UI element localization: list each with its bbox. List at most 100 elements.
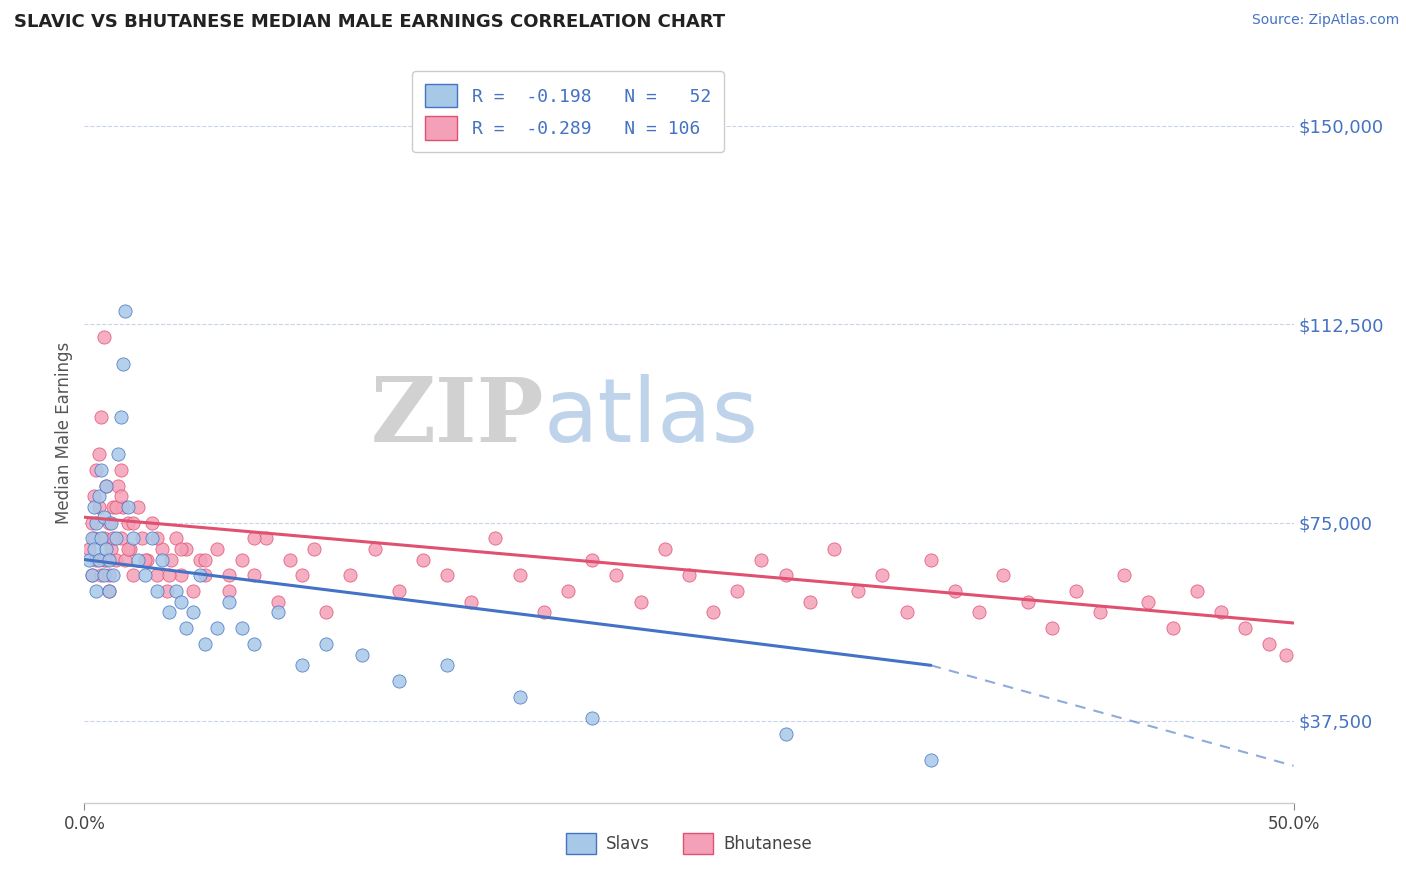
Point: [90, 532, 112, 546]
Point: [165, 584, 187, 599]
Point: [104, 500, 127, 514]
Point: [157, 606, 180, 620]
Point: [87, 500, 110, 514]
Point: [920, 754, 942, 768]
Point: [302, 541, 325, 556]
Point: [146, 532, 169, 546]
Point: [242, 568, 264, 582]
Point: [80, 516, 103, 530]
Text: ZIP: ZIP: [370, 375, 544, 461]
Point: [93, 330, 115, 344]
Point: [86, 584, 108, 599]
Point: [107, 478, 129, 492]
Point: [127, 500, 149, 514]
Point: [80, 532, 103, 546]
Point: [86, 462, 108, 476]
Point: [90, 462, 112, 476]
Point: [194, 637, 217, 651]
Point: [134, 552, 156, 566]
Legend: Slavs, Bhutanese: Slavs, Bhutanese: [560, 826, 818, 861]
Point: [134, 568, 156, 582]
Point: [291, 568, 314, 582]
Point: [181, 606, 204, 620]
Point: [93, 532, 115, 546]
Point: [100, 516, 122, 530]
Point: [1064, 584, 1087, 599]
Point: [87, 447, 110, 461]
Point: [160, 552, 183, 566]
Point: [993, 568, 1015, 582]
Point: [117, 500, 139, 514]
Point: [114, 304, 136, 318]
Point: [90, 409, 112, 424]
Point: [1234, 621, 1257, 635]
Point: [291, 658, 314, 673]
Point: [352, 648, 374, 662]
Point: [267, 606, 290, 620]
Point: [94, 552, 117, 566]
Point: [93, 552, 115, 566]
Text: atlas: atlas: [544, 375, 759, 461]
Y-axis label: Median Male Earnings: Median Male Earnings: [55, 342, 73, 524]
Point: [509, 568, 531, 582]
Point: [509, 690, 531, 704]
Point: [170, 595, 193, 609]
Point: [920, 552, 942, 566]
Point: [436, 568, 458, 582]
Text: Source: ZipAtlas.com: Source: ZipAtlas.com: [1251, 13, 1399, 28]
Point: [100, 541, 122, 556]
Point: [121, 516, 143, 530]
Point: [557, 584, 579, 599]
Point: [83, 532, 105, 546]
Point: [702, 606, 724, 620]
Point: [80, 568, 103, 582]
Point: [1275, 648, 1298, 662]
Point: [231, 621, 253, 635]
Point: [146, 568, 169, 582]
Point: [218, 595, 240, 609]
Point: [77, 552, 100, 566]
Point: [80, 568, 103, 582]
Point: [94, 478, 117, 492]
Point: [1088, 606, 1111, 620]
Point: [678, 568, 700, 582]
Point: [775, 568, 797, 582]
Point: [581, 711, 603, 725]
Point: [1209, 606, 1232, 620]
Point: [131, 532, 153, 546]
Point: [83, 541, 105, 556]
Point: [872, 568, 894, 582]
Point: [207, 541, 229, 556]
Point: [630, 595, 652, 609]
Point: [254, 532, 277, 546]
Point: [1040, 621, 1063, 635]
Point: [242, 637, 264, 651]
Point: [157, 568, 180, 582]
Point: [97, 584, 120, 599]
Point: [1017, 595, 1039, 609]
Point: [94, 478, 117, 492]
Point: [218, 568, 240, 582]
Point: [581, 552, 603, 566]
Point: [315, 606, 337, 620]
Point: [127, 552, 149, 566]
Point: [751, 552, 773, 566]
Point: [799, 595, 821, 609]
Point: [242, 532, 264, 546]
Point: [87, 552, 110, 566]
Point: [107, 447, 129, 461]
Point: [120, 541, 142, 556]
Point: [83, 489, 105, 503]
Point: [93, 510, 115, 524]
Point: [136, 552, 159, 566]
Point: [1161, 621, 1184, 635]
Point: [117, 541, 139, 556]
Point: [943, 584, 966, 599]
Point: [83, 500, 105, 514]
Point: [194, 552, 217, 566]
Point: [725, 584, 748, 599]
Point: [87, 489, 110, 503]
Point: [97, 568, 120, 582]
Point: [165, 532, 187, 546]
Point: [114, 552, 136, 566]
